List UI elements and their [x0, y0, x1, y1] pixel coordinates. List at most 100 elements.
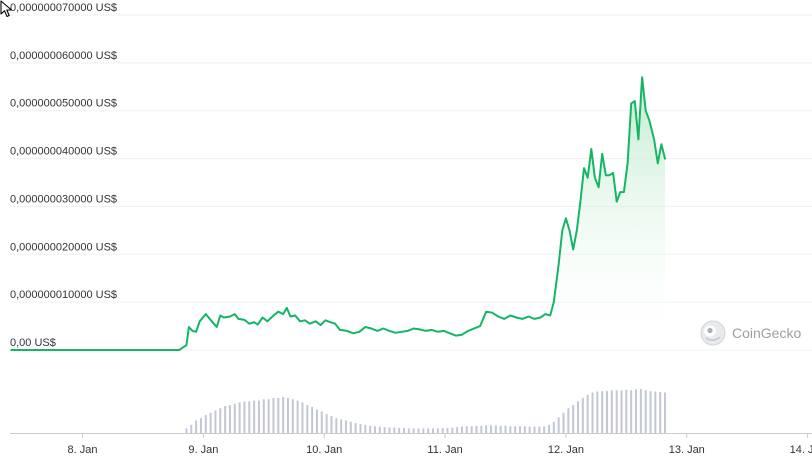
- volume-bar: [296, 400, 299, 433]
- volume-bar: [533, 426, 536, 433]
- volume-bar: [282, 397, 285, 433]
- volume-bar: [504, 425, 507, 433]
- volume-bar: [456, 427, 459, 433]
- volume-bar: [518, 426, 521, 433]
- volume-bar: [460, 426, 463, 433]
- volume-bar: [427, 428, 430, 433]
- volume-bar: [199, 418, 202, 433]
- y-tick-label: 0,000000020000 US$: [10, 241, 117, 253]
- volume-bar: [635, 389, 638, 433]
- volume-bar: [572, 405, 575, 433]
- volume-bar: [190, 424, 193, 433]
- volume-bar: [417, 428, 420, 433]
- volume-bar: [195, 420, 198, 433]
- volume-bar: [335, 418, 338, 433]
- volume-bar: [586, 394, 589, 433]
- volume-bar: [315, 409, 318, 433]
- volume-bar: [499, 425, 502, 433]
- volume-bar: [262, 399, 265, 433]
- chart-gridlines: [10, 14, 812, 351]
- volume-bar: [620, 390, 623, 433]
- volume-bar: [277, 397, 280, 433]
- volume-bar: [228, 405, 231, 433]
- volume-bar: [625, 389, 628, 433]
- volume-bar: [330, 415, 333, 433]
- volume-bar: [581, 397, 584, 433]
- volume-bar: [601, 391, 604, 433]
- volume-bar: [664, 392, 667, 433]
- volume-bar: [354, 423, 357, 433]
- volume-bar: [301, 402, 304, 433]
- y-tick-label: 0,000000070000 US$: [10, 2, 117, 14]
- y-tick-label: 0,000000060000 US$: [10, 50, 117, 62]
- x-tick-label: 10. Jan: [306, 444, 342, 456]
- volume-bar: [436, 428, 439, 433]
- volume-bar: [238, 402, 241, 433]
- volume-bar: [349, 421, 352, 433]
- y-tick-label: 0,00 US$: [10, 337, 56, 349]
- volume-bar: [431, 428, 434, 433]
- coingecko-watermark: CoinGecko: [700, 320, 801, 346]
- y-tick-label: 0,000000040000 US$: [10, 146, 117, 158]
- volume-bars: [185, 388, 667, 433]
- volume-bar: [639, 388, 642, 433]
- volume-bar: [552, 421, 555, 433]
- volume-bar: [378, 426, 381, 433]
- y-tick-label: 0,000000050000 US$: [10, 98, 117, 110]
- volume-bar: [465, 426, 468, 433]
- volume-bar: [185, 428, 188, 433]
- volume-bar: [209, 412, 212, 433]
- volume-bar: [422, 428, 425, 433]
- volume-bar: [514, 426, 517, 433]
- volume-bar: [543, 426, 546, 433]
- volume-bar: [253, 400, 256, 433]
- price-area-fill: [11, 77, 665, 350]
- volume-bar: [398, 428, 401, 433]
- y-tick-label: 0,000000030000 US$: [10, 193, 117, 205]
- volume-bar: [489, 425, 492, 433]
- volume-bar: [364, 424, 367, 433]
- volume-bar: [224, 406, 227, 433]
- volume-bar: [311, 406, 314, 433]
- price-series-line[interactable]: [10, 76, 666, 351]
- volume-bar: [591, 392, 594, 433]
- volume-bar: [344, 420, 347, 433]
- y-axis: 0,00 US$ 0,000000010000 US$ 0,000000020000…: [10, 2, 117, 349]
- volume-bar: [441, 428, 444, 433]
- volume-bar: [548, 424, 551, 433]
- volume-bar: [615, 390, 618, 433]
- volume-bar: [470, 426, 473, 433]
- volume-bar: [272, 397, 275, 433]
- volume-bar: [610, 390, 613, 433]
- volume-bar: [257, 400, 260, 433]
- x-axis: 8. Jan 9. Jan 10. Jan 11. Jan 12. Jan 13. Jan…: [10, 433, 812, 456]
- volume-bar: [369, 425, 372, 433]
- x-tick-label: 9. Jan: [188, 444, 218, 456]
- volume-bar: [393, 427, 396, 433]
- x-tick-label: 14. Jan: [790, 444, 812, 456]
- x-tick-label: 13. Jan: [669, 444, 705, 456]
- mouse-pointer-icon: [0, 0, 13, 18]
- volume-bar: [402, 428, 405, 433]
- volume-bar: [451, 427, 454, 433]
- volume-bar: [446, 428, 449, 433]
- volume-bar: [248, 401, 251, 433]
- volume-bar: [644, 390, 647, 433]
- volume-bar: [407, 428, 410, 433]
- volume-bar: [630, 390, 633, 433]
- volume-bar: [567, 408, 570, 433]
- volume-bar: [562, 412, 565, 433]
- volume-bar: [596, 391, 599, 433]
- watermark-text: CoinGecko: [732, 325, 801, 341]
- volume-bar: [577, 401, 580, 433]
- x-tick-label: 11. Jan: [427, 444, 462, 456]
- volume-bar: [286, 397, 289, 433]
- volume-bar: [219, 408, 222, 433]
- volume-bar: [480, 425, 483, 433]
- volume-bar: [659, 392, 662, 433]
- volume-bar: [306, 405, 309, 433]
- volume-bar: [373, 426, 376, 433]
- volume-bar: [204, 415, 207, 433]
- x-tick-label: 8. Jan: [68, 444, 98, 456]
- volume-bar: [340, 419, 343, 433]
